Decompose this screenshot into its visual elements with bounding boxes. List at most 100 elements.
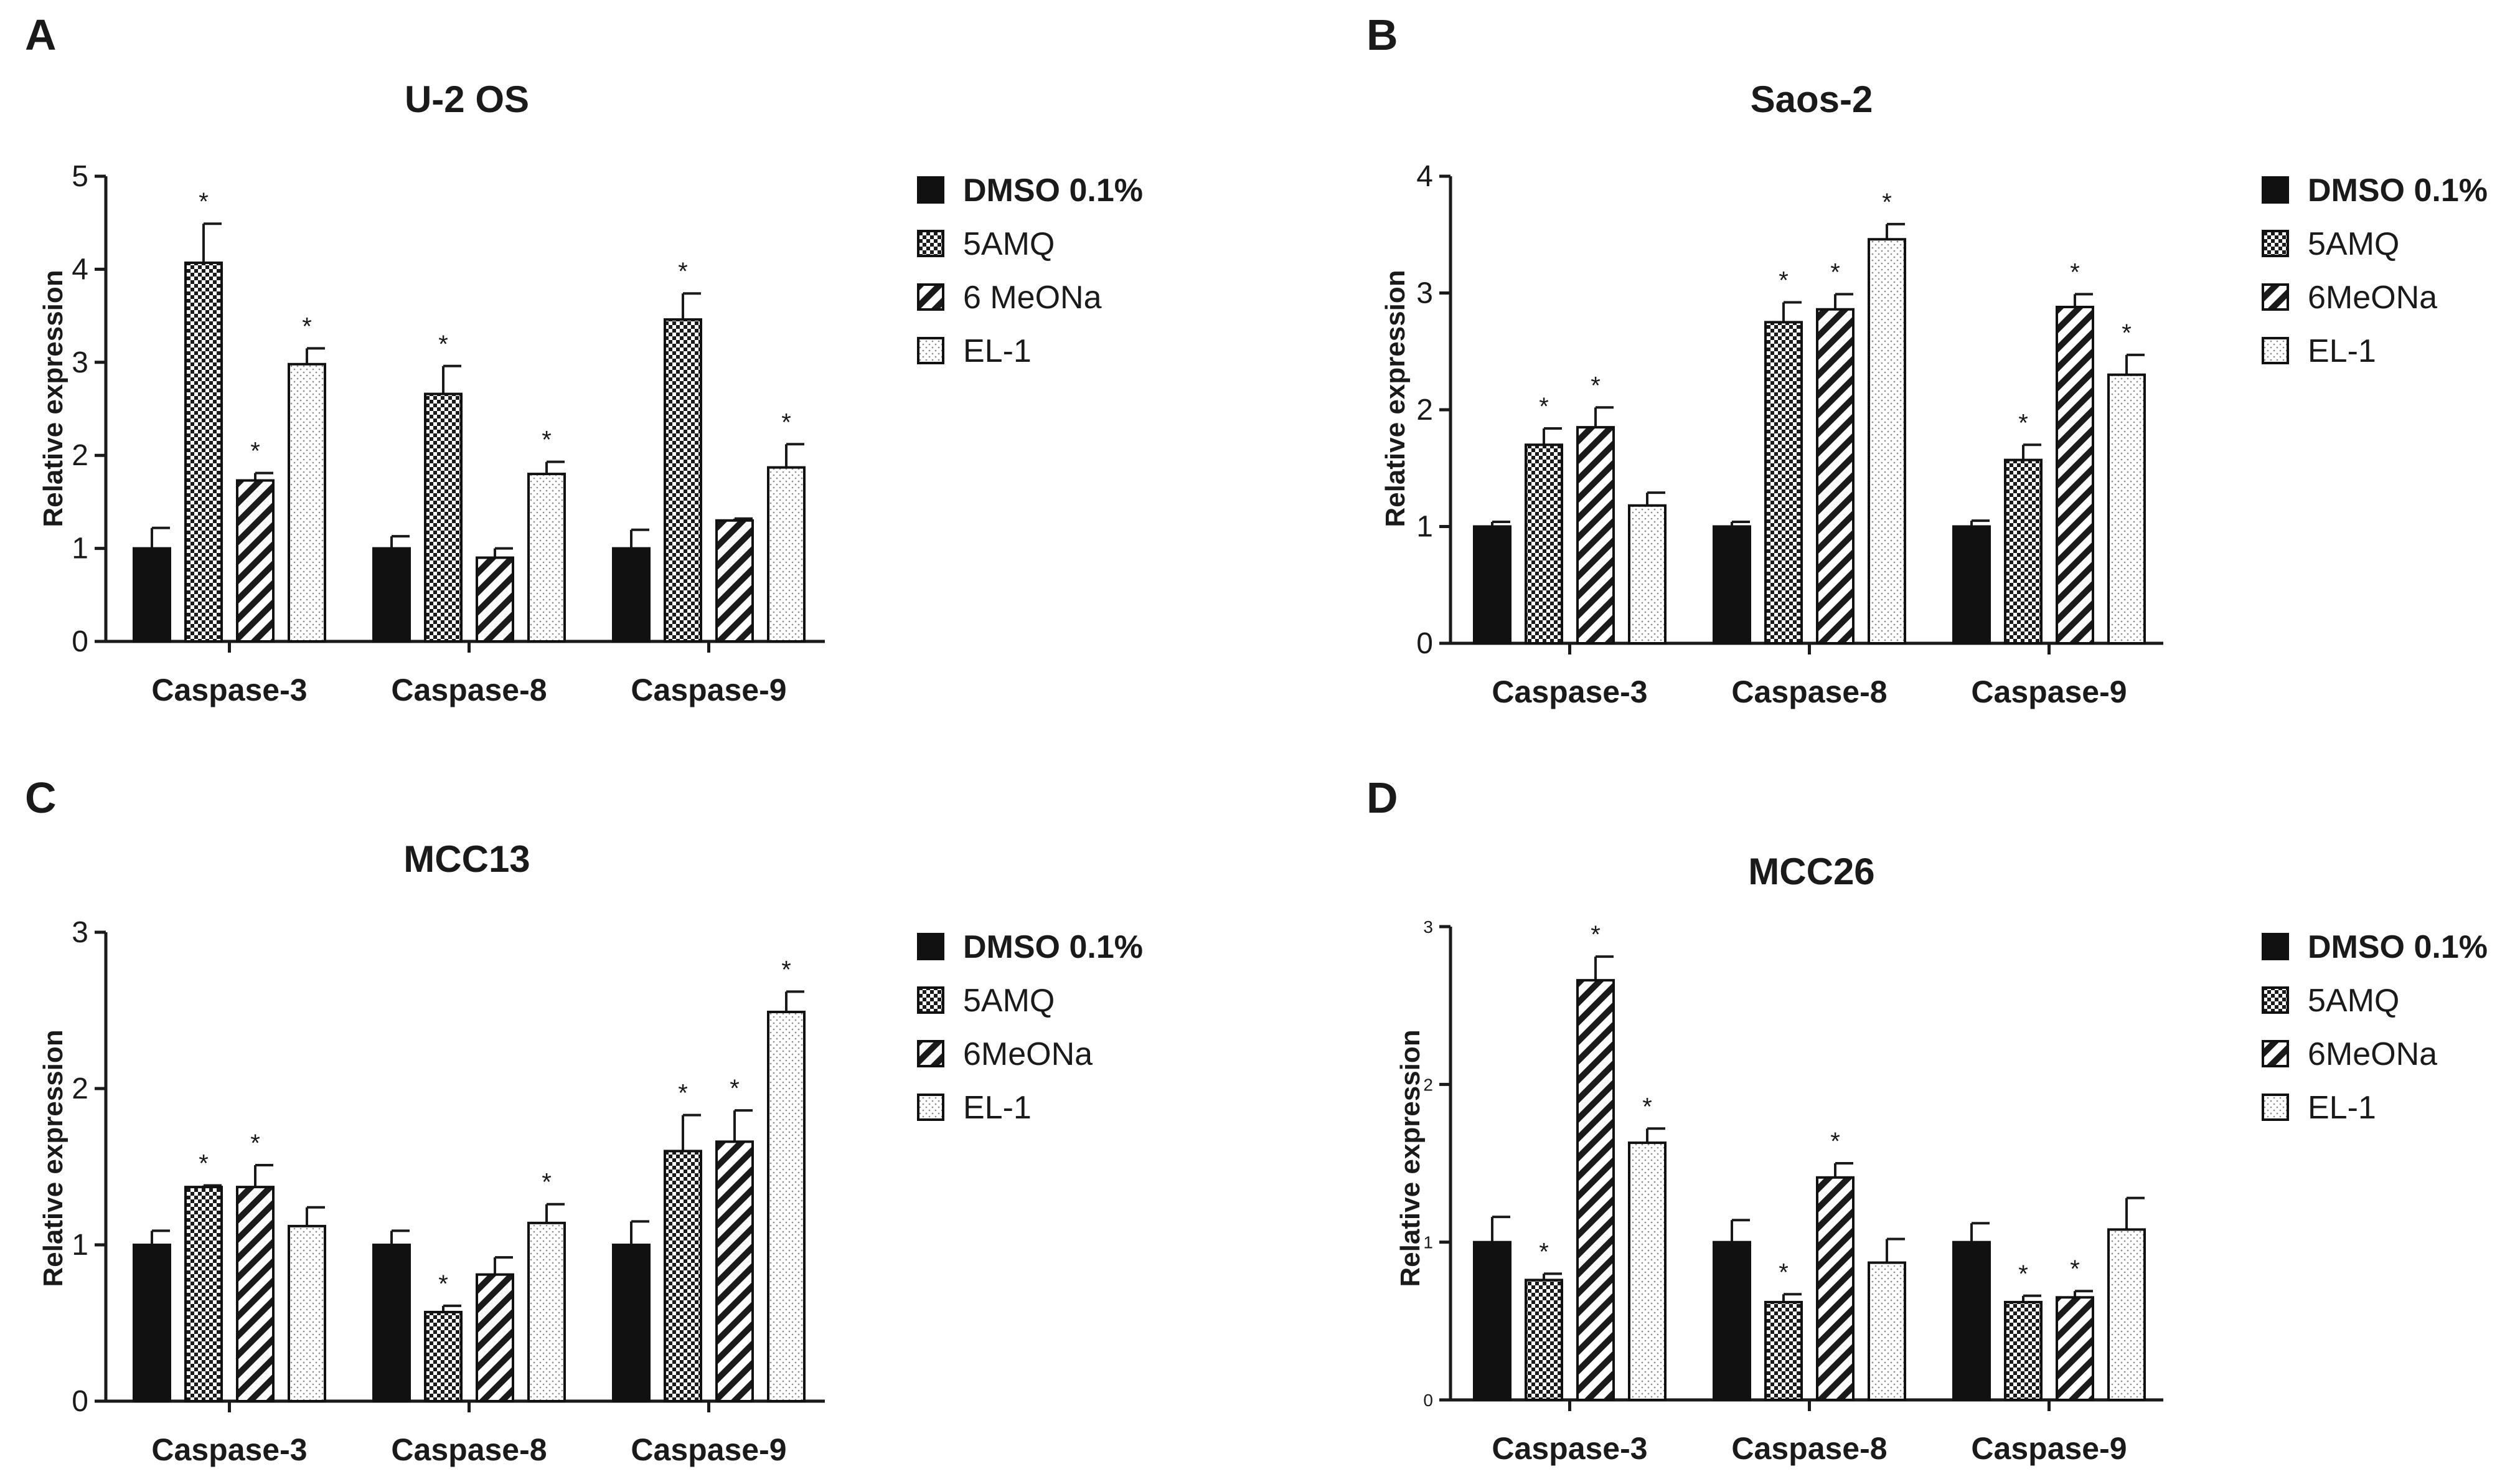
significance-star: * (1539, 393, 1549, 420)
bar (1868, 1261, 1906, 1401)
x-category-label: Caspase-3 (151, 1432, 307, 1467)
bar (715, 519, 754, 643)
x-category-label: Caspase-9 (631, 1432, 786, 1467)
legend-swatch (2262, 337, 2289, 364)
y-tick-label: 0 (1416, 627, 1433, 660)
y-tick-label: 0 (72, 625, 88, 658)
y-tick-label: 1 (1423, 1233, 1433, 1252)
y-tick-label: 2 (72, 439, 88, 472)
panel-d-title: MCC26 (1748, 851, 1874, 892)
bar (476, 556, 514, 643)
y-tick-label: 3 (72, 346, 88, 379)
significance-star: * (678, 1080, 688, 1107)
significance-star: * (199, 188, 209, 215)
significance-star: * (2070, 1255, 2080, 1283)
panel-d-plot: 0 1 2 3 Caspase-3 * * * Caspase-8 * * Caspase-9 * * (1423, 917, 2163, 1466)
x-category-label: Caspase-8 (1731, 674, 1887, 709)
legend-swatch (2262, 283, 2289, 311)
bar (1952, 525, 1991, 645)
legend-label: EL-1 (2308, 333, 2376, 369)
x-category-label: Caspase-9 (1971, 674, 2127, 709)
panel-a-title: U-2 OS (405, 78, 529, 120)
legend-swatch (917, 283, 944, 311)
x-category-label: Caspase-3 (1492, 674, 1647, 709)
x-category-label: Caspase-8 (391, 673, 547, 707)
bar (767, 1011, 806, 1402)
panel-b-title: Saos-2 (1751, 78, 1873, 120)
bar (1764, 321, 1803, 645)
panel-c-ylabel: Relative expression (38, 1029, 68, 1287)
bar (236, 479, 275, 643)
x-category-label: Caspase-9 (631, 673, 786, 707)
bar (2107, 373, 2146, 645)
bar (1868, 238, 1906, 645)
bar (527, 1221, 566, 1402)
bar (664, 1150, 702, 1403)
significance-star: * (250, 1130, 260, 1157)
significance-star: * (1779, 267, 1789, 295)
bar (612, 1244, 651, 1402)
panel-d-ylabel: Relative expression (1395, 1029, 1426, 1287)
legend-swatch (2262, 176, 2289, 204)
significance-star: * (2070, 258, 2080, 286)
legend-label: DMSO 0.1% (2308, 172, 2488, 209)
significance-star: * (542, 1169, 552, 1196)
panel-c-legend: DMSO 0.1% 5AMQ 6MeONa EL-1 (917, 929, 1143, 1126)
legend-label: DMSO 0.1% (963, 929, 1143, 965)
y-tick-label: 3 (1416, 277, 1433, 310)
legend-label: 5AMQ (2308, 226, 2399, 262)
bar (2004, 458, 2043, 645)
legend-label: EL-1 (2308, 1090, 2376, 1126)
significance-star: * (1830, 258, 1840, 286)
panel-d-letter: D (1366, 773, 1398, 822)
x-category-label: Caspase-9 (1971, 1431, 2127, 1466)
significance-star: * (199, 1150, 209, 1178)
panel-b-plot: 0 1 2 3 4 Caspase-3 * * Caspase-8 * * * Caspase-9 * * * (1416, 160, 2163, 709)
significance-star: * (1591, 372, 1601, 399)
legend-swatch (917, 986, 944, 1014)
bar (372, 547, 411, 643)
panel-b: B Saos-2 0 1 2 3 4 Caspase-3 * * Caspase-8 * * * Cas… (1366, 11, 2488, 709)
bar (2004, 1300, 2043, 1402)
bar (612, 547, 651, 643)
bar (664, 318, 702, 643)
legend-swatch (917, 230, 944, 257)
bar (1816, 1176, 1855, 1402)
significance-star: * (678, 258, 688, 285)
bar (133, 547, 171, 643)
bar (1628, 1141, 1667, 1401)
significance-star: * (438, 331, 448, 358)
bar (1525, 443, 1563, 645)
bar (133, 1244, 171, 1402)
panel-a-ylabel: Relative expression (38, 270, 68, 527)
legend-label: 6MeONa (2308, 280, 2437, 316)
bar (1473, 1240, 1512, 1401)
bar (184, 261, 223, 643)
x-category-label: Caspase-3 (151, 673, 307, 707)
legend-swatch (917, 1040, 944, 1067)
significance-star: * (2122, 319, 2132, 347)
bar (1525, 1278, 1563, 1401)
y-tick-label: 5 (72, 160, 88, 193)
significance-star: * (1882, 189, 1892, 216)
x-category-label: Caspase-8 (1731, 1431, 1887, 1466)
significance-star: * (1779, 1259, 1789, 1286)
y-tick-label: 3 (72, 916, 88, 949)
bar (288, 362, 326, 643)
panel-a-plot: 0 1 2 3 4 5 Caspase-3 * * * Caspase-8 * * Caspase-9 * * (72, 160, 825, 707)
significance-star: * (1642, 1093, 1652, 1120)
bar (1764, 1300, 1803, 1402)
y-tick-label: 0 (72, 1385, 88, 1418)
bar (1713, 1240, 1751, 1401)
legend-label: 5AMQ (2308, 983, 2399, 1019)
bar (1473, 525, 1512, 645)
significance-star: * (542, 427, 552, 454)
significance-star: * (250, 438, 260, 465)
legend-label: 6MeONa (2308, 1036, 2437, 1072)
significance-star: * (2018, 409, 2028, 437)
bar (2056, 306, 2094, 645)
y-tick-label: 2 (1423, 1075, 1433, 1094)
significance-star: * (438, 1270, 448, 1298)
significance-star: * (781, 409, 791, 436)
